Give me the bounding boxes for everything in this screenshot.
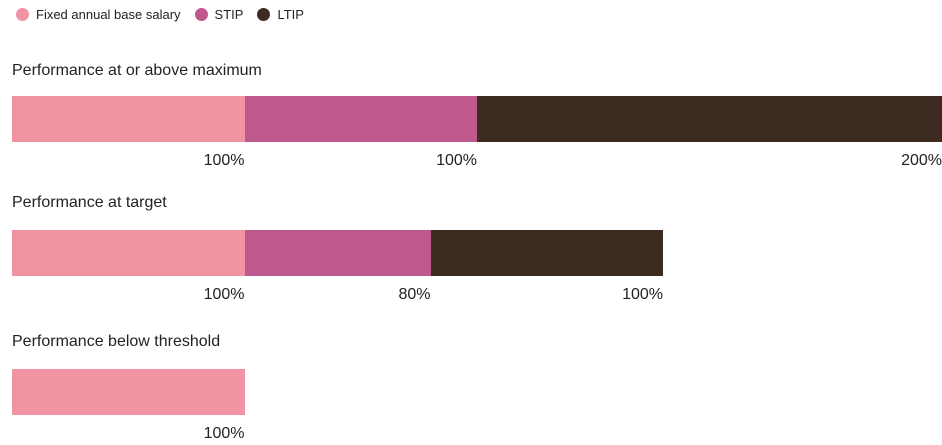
bar-segment-stip xyxy=(244,96,477,142)
bar-segment-fixed-salary xyxy=(12,96,245,142)
bar-segment-fixed-salary xyxy=(12,369,245,415)
stacked-bar xyxy=(12,230,663,276)
legend-swatch-stip xyxy=(194,7,208,21)
bar-segment-stip xyxy=(244,230,431,276)
legend-swatch-ltip xyxy=(257,7,271,21)
stacked-bar xyxy=(12,369,245,415)
chart-performance-maximum: Performance at or above maximum 100% 100%… xyxy=(12,62,942,172)
bar-segment-ltip xyxy=(430,230,663,276)
chart-performance-threshold: Performance below threshold 100% xyxy=(12,333,942,445)
value-label-stip: 100% xyxy=(436,152,477,169)
value-label-fixed-salary: 100% xyxy=(203,286,245,303)
bar-segment-fixed-salary xyxy=(12,230,245,276)
legend-item-stip: STIP xyxy=(194,6,244,22)
stacked-bar xyxy=(12,96,942,142)
value-label-stip: 80% xyxy=(398,286,431,303)
legend-swatch-fixed-salary xyxy=(16,7,29,21)
chart-title: Performance at or above maximum xyxy=(12,62,262,79)
legend-label-stip: STIP xyxy=(214,6,244,22)
value-label-fixed-salary: 100% xyxy=(203,425,245,442)
legend-label-ltip: LTIP xyxy=(277,6,304,22)
value-label-ltip: 100% xyxy=(622,286,663,303)
chart-title: Performance below threshold xyxy=(12,333,221,350)
legend-item-ltip: LTIP xyxy=(257,7,304,22)
legend-item-fixed-salary: Fixed annual base salary xyxy=(16,7,181,22)
value-label-ltip: 200% xyxy=(901,152,942,169)
chart-legend: Fixed annual base salary STIP LTIP xyxy=(16,5,318,23)
legend-label-fixed-salary: Fixed annual base salary xyxy=(36,6,181,22)
value-label-fixed-salary: 100% xyxy=(203,152,245,169)
chart-performance-target: Performance at target 100% 80% 100% xyxy=(12,194,942,306)
chart-title: Performance at target xyxy=(12,194,167,211)
bar-segment-ltip xyxy=(477,96,942,142)
